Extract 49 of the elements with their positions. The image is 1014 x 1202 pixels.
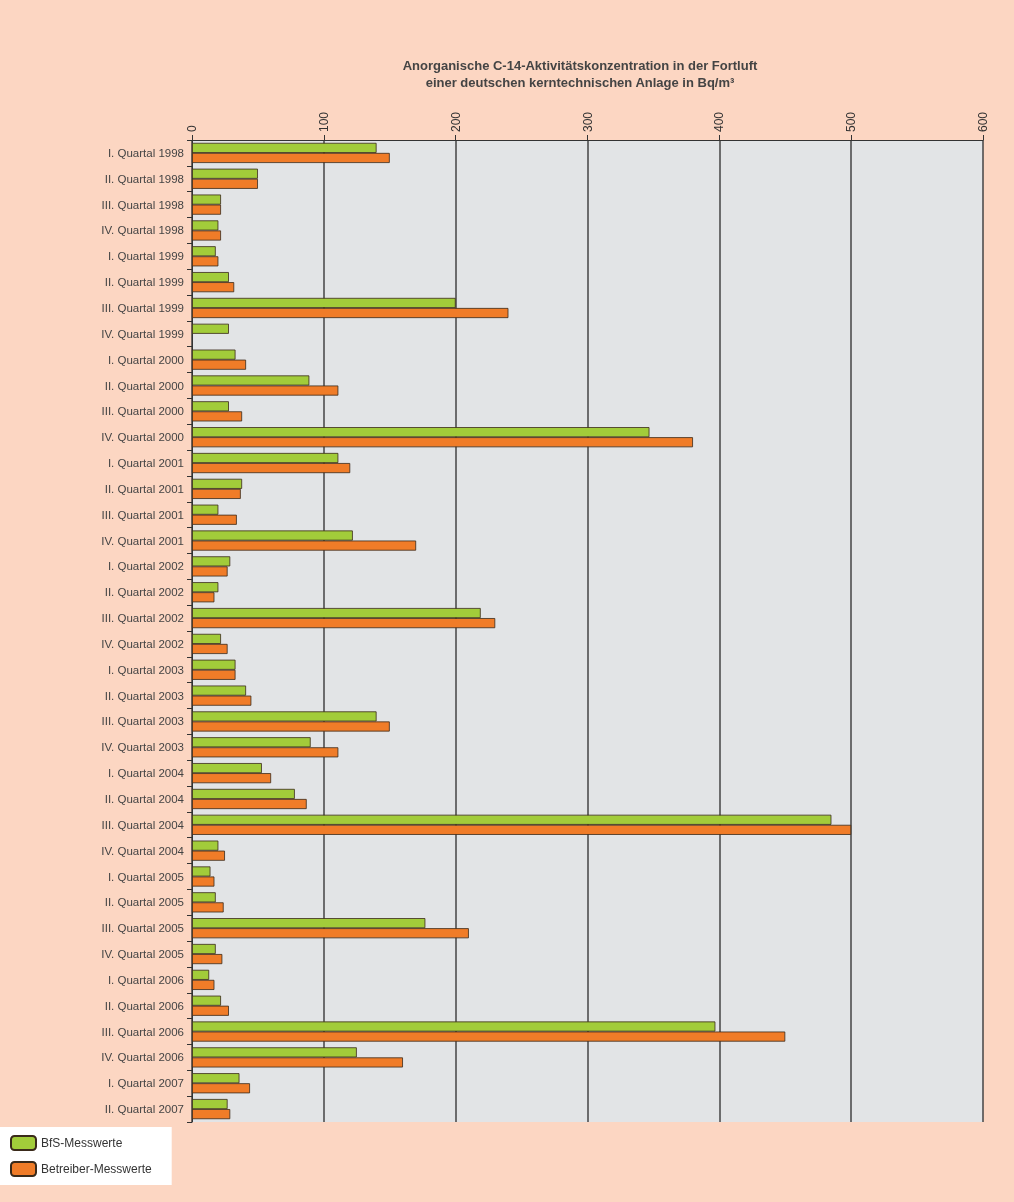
y-tick-label: IV. Quartal 2002 — [101, 637, 184, 650]
y-tick-label: III. Quartal 2002 — [101, 612, 184, 625]
x-tick-label: 600 — [976, 111, 990, 132]
y-tick-label: III. Quartal 2003 — [101, 715, 184, 728]
chart-title: Anorganische C-14-Aktivitätskonzentration in der Fortluft einer deutschen kerntechnischen Anlage in Bq/m³ — [402, 58, 758, 90]
bar — [192, 323, 229, 334]
y-tick-label: II. Quartal 2004 — [104, 792, 185, 805]
y-tick-label: II. Quartal 2003 — [104, 689, 184, 702]
y-tick-label: IV. Quartal 2005 — [101, 948, 184, 961]
y-tick-label: I. Quartal 2000 — [107, 353, 184, 366]
y-tick-label: III. Quartal 2006 — [101, 1025, 184, 1038]
y-tick-label: II. Quartal 2005 — [104, 896, 184, 909]
y-tick-label: IV. Quartal 1999 — [101, 327, 184, 340]
y-tick-label: I. Quartal 2002 — [107, 560, 184, 573]
y-tick-label: IV. Quartal 1998 — [101, 224, 184, 237]
y-tick-label: II. Quartal 2007 — [104, 1103, 184, 1116]
x-tick-label: 400 — [712, 111, 727, 132]
y-tick-label: III. Quartal 2005 — [101, 922, 184, 935]
y-tick-label: IV. Quartal 2003 — [101, 741, 184, 754]
y-tick-label: I. Quartal 2001 — [107, 457, 184, 470]
y-tick-label: I. Quartal 2003 — [107, 663, 184, 676]
x-tick-label: 200 — [448, 111, 463, 132]
y-tick-label: I. Quartal 2005 — [107, 870, 184, 883]
legend-label: Betreiber-Messwerte — [41, 1162, 153, 1176]
y-tick-label: II. Quartal 2002 — [104, 586, 184, 599]
y-tick-label: IV. Quartal 2001 — [101, 534, 184, 547]
x-tick-label: 0 — [185, 125, 199, 132]
x-tick-label: 100 — [316, 111, 331, 132]
y-tick-label: III. Quartal 1998 — [101, 198, 184, 211]
y-tick-label: III. Quartal 2000 — [101, 405, 184, 418]
y-tick-label: IV. Quartal 2004 — [101, 844, 185, 857]
y-tick-label: II. Quartal 1998 — [104, 172, 184, 185]
y-tick-label: III. Quartal 1999 — [101, 301, 184, 314]
y-tick-label: II. Quartal 2001 — [104, 482, 184, 495]
y-tick-label: II. Quartal 2006 — [104, 999, 184, 1012]
y-tick-label: IV. Quartal 2006 — [101, 1051, 184, 1064]
y-tick-label: IV. Quartal 2000 — [101, 431, 184, 444]
x-tick-label: 500 — [844, 111, 859, 132]
y-tick-label: I. Quartal 2006 — [107, 973, 184, 986]
y-tick-label: I. Quartal 1998 — [107, 146, 184, 159]
y-tick-label: III. Quartal 2004 — [101, 818, 185, 831]
y-tick-label: II. Quartal 2000 — [104, 379, 184, 392]
y-tick-label: I. Quartal 2004 — [107, 767, 185, 780]
y-tick-label: I. Quartal 1999 — [107, 250, 184, 263]
x-tick-label: 300 — [580, 111, 595, 132]
y-tick-label: II. Quartal 1999 — [104, 276, 184, 289]
legend-label: BfS-Messwerte — [41, 1136, 123, 1150]
y-tick-label: III. Quartal 2001 — [101, 508, 184, 521]
y-tick-label: I. Quartal 2007 — [107, 1077, 184, 1090]
